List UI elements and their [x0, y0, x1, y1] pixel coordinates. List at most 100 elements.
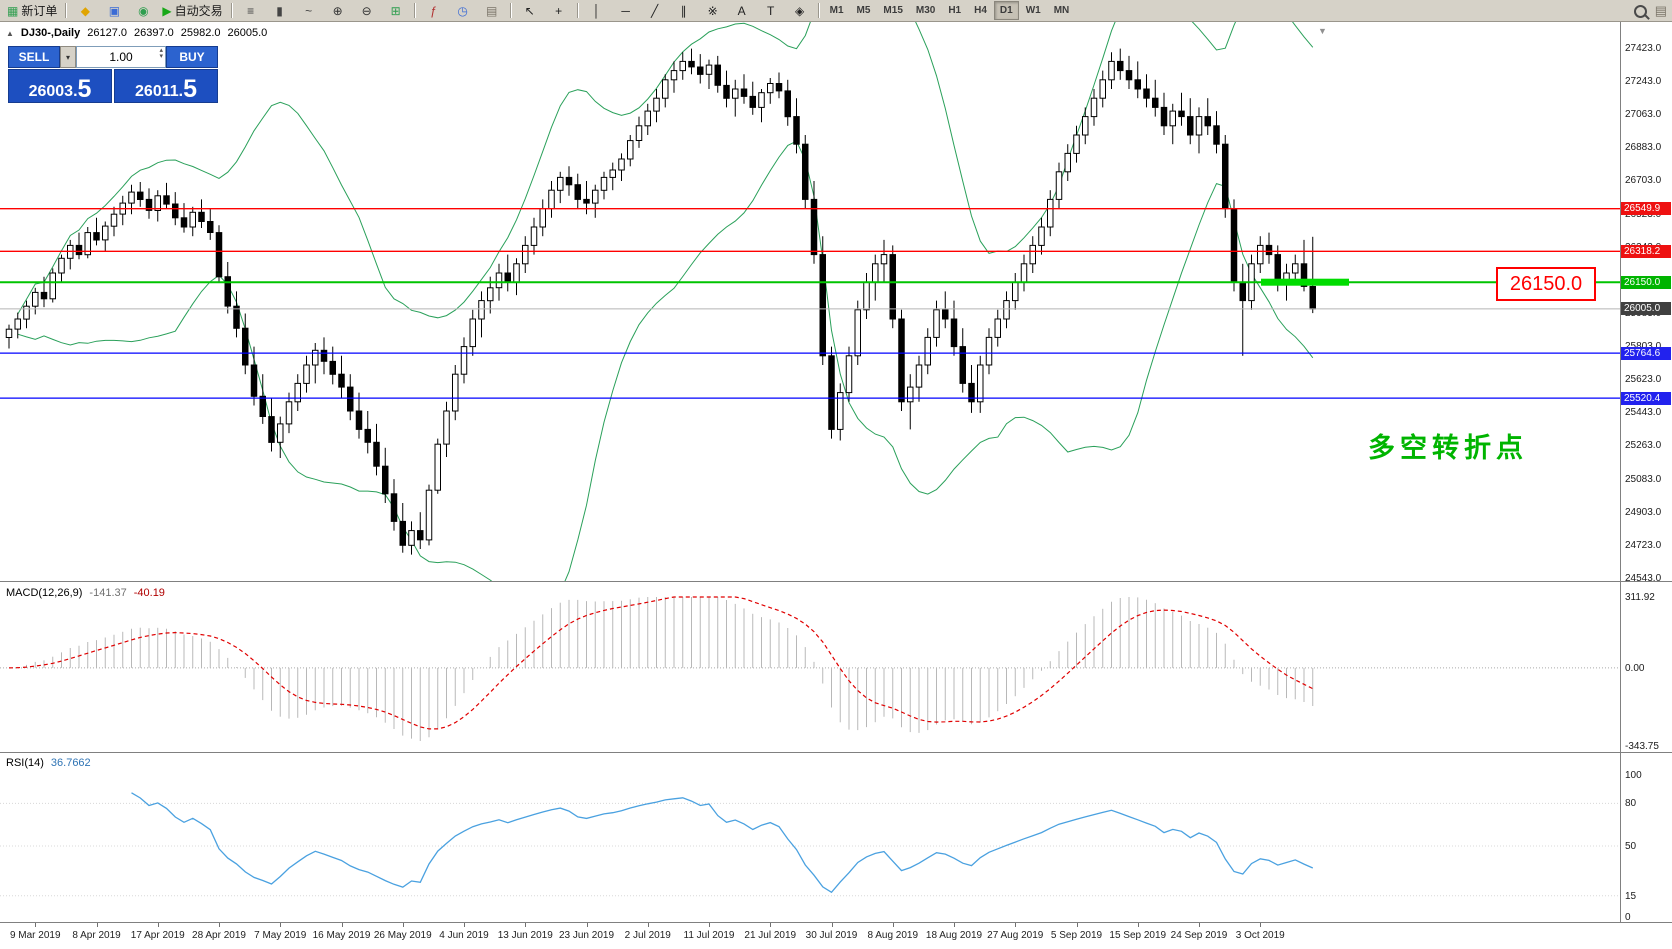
- templates-button[interactable]: ▤: [478, 1, 506, 21]
- spinner-up-icon[interactable]: ▴: [159, 47, 163, 54]
- candle: [1099, 79, 1106, 99]
- vertical-line-tool-button[interactable]: │: [583, 1, 611, 21]
- candle: [443, 410, 450, 445]
- price-tag-26549.9: 26549.9: [1621, 202, 1671, 215]
- candle: [767, 83, 774, 94]
- candle: [110, 213, 118, 227]
- candle: [40, 291, 48, 300]
- candle: [504, 272, 511, 283]
- date-label: 23 Jun 2019: [558, 930, 615, 941]
- candle: [145, 198, 153, 211]
- tile-windows-button[interactable]: ⊞: [382, 1, 410, 21]
- tf-h1-button[interactable]: H1: [948, 5, 962, 16]
- rsi-axis-tick: 80: [1625, 798, 1637, 809]
- candle: [1239, 281, 1246, 302]
- toolbar-separator: [65, 3, 68, 18]
- tf-mn-button[interactable]: MN: [1053, 5, 1070, 16]
- text-tool-button[interactable]: A: [728, 1, 756, 21]
- date-label: 17 Apr 2019: [130, 930, 185, 941]
- macd-label: MACD(12,26,9) -141.37 -40.19: [6, 587, 165, 599]
- fibonacci-tool-button[interactable]: ※: [699, 1, 727, 21]
- candle: [1038, 226, 1045, 246]
- autotrading-button[interactable]: ▶ 自动交易: [158, 1, 226, 21]
- market-watch-icon: ▣: [108, 3, 121, 18]
- price-big-digit: 5: [77, 74, 92, 103]
- navigator-button[interactable]: ◉: [129, 1, 157, 21]
- candle: [495, 272, 503, 289]
- chinese-annotation[interactable]: 多空转折点: [1368, 433, 1528, 463]
- tf-m1-button[interactable]: M1: [829, 5, 844, 16]
- search-icon[interactable]: [1633, 4, 1647, 18]
- tf-d1-button[interactable]: D1: [993, 1, 1019, 20]
- cursor-tool-button[interactable]: ↖: [516, 1, 544, 21]
- candle: [58, 257, 65, 274]
- candle: [880, 254, 888, 265]
- candle: [714, 64, 721, 86]
- crosshair-tool-button[interactable]: +: [545, 1, 573, 21]
- date-tick: [831, 923, 833, 927]
- candle: [679, 60, 686, 72]
- rsi-axis-tick: 100: [1625, 770, 1642, 781]
- help-docs-icon[interactable]: ▤: [1654, 3, 1667, 18]
- panel-separator: [0, 581, 1672, 582]
- candle: [1274, 254, 1281, 283]
- tf-m5-button[interactable]: M5: [856, 5, 871, 16]
- trade-options-dropdown[interactable]: ▾: [60, 46, 76, 68]
- buy-price[interactable]: 26011. 5: [114, 69, 218, 103]
- candle: [215, 232, 223, 278]
- rsi-value: 36.7662: [50, 757, 91, 769]
- candle: [618, 158, 625, 171]
- candle: [469, 318, 476, 348]
- templates-icon: ▤: [485, 3, 498, 18]
- buy-button[interactable]: BUY: [166, 46, 218, 68]
- channel-tool-button[interactable]: ∥: [670, 1, 698, 21]
- volume-spinner[interactable]: ▴ ▾: [159, 47, 163, 60]
- favorites-button[interactable]: ◆: [71, 1, 99, 21]
- highlight-segment[interactable]: [1261, 278, 1349, 286]
- candle: [390, 493, 398, 522]
- one-click-trading-panel: SELL ▾ 1.00 ▴ ▾ BUY 26003. 5 26011. 5: [8, 46, 218, 103]
- macd-panel[interactable]: [0, 581, 1620, 752]
- tf-m30-button[interactable]: M30: [915, 5, 936, 16]
- date-tick: [647, 923, 649, 927]
- zoom-out-button[interactable]: ⊖: [353, 1, 381, 21]
- periods-button[interactable]: ◷: [449, 1, 477, 21]
- indicators-list-icon: ƒ: [430, 3, 437, 18]
- date-tick: [464, 923, 465, 927]
- tf-h4-button[interactable]: H4: [974, 5, 987, 16]
- zoom-in-button[interactable]: ⊕: [324, 1, 352, 21]
- sell-price[interactable]: 26003. 5: [8, 69, 112, 103]
- candle: [775, 83, 783, 92]
- market-watch-button[interactable]: ▣: [100, 1, 128, 21]
- candle: [1257, 244, 1264, 265]
- tile-windows-icon: ⊞: [390, 3, 401, 18]
- candle: [985, 336, 993, 366]
- candlestick-mode-button[interactable]: ▮: [266, 1, 294, 21]
- level-lines[interactable]: [0, 208, 1620, 399]
- volume-input[interactable]: 1.00 ▴ ▾: [76, 46, 166, 68]
- shapes-tool-button[interactable]: ◈: [786, 1, 814, 21]
- macd-name: MACD(12,26,9): [6, 587, 83, 599]
- trendline-tool-button[interactable]: ╱: [641, 1, 669, 21]
- price-annotation-box[interactable]: 26150.0: [1496, 267, 1596, 301]
- sell-button[interactable]: SELL: [8, 46, 60, 68]
- label-tool-button[interactable]: T: [757, 1, 785, 21]
- text-tool-icon: A: [737, 3, 746, 18]
- macd-value-signal: -40.19: [133, 587, 165, 599]
- tf-w1-button[interactable]: W1: [1025, 5, 1041, 16]
- autotrading-icon: ▶: [162, 3, 172, 18]
- line-chart-mode-button[interactable]: ~: [295, 1, 323, 21]
- candle: [1204, 116, 1211, 127]
- candle: [688, 60, 695, 68]
- price-big-digit: 5: [183, 74, 197, 103]
- date-tick: [709, 923, 710, 927]
- new-order-button[interactable]: ▦ 新订单: [3, 1, 61, 21]
- macd-axis-tick: -343.75: [1625, 741, 1659, 752]
- bar-chart-mode-button[interactable]: ≡: [237, 1, 265, 21]
- spinner-down-icon[interactable]: ▾: [159, 53, 163, 60]
- main-chart[interactable]: ▼: [0, 22, 1620, 581]
- rsi-panel[interactable]: [0, 752, 1620, 922]
- horizontal-line-tool-button[interactable]: ─: [612, 1, 640, 21]
- indicators-list-button[interactable]: ƒ: [420, 1, 448, 21]
- tf-m15-button[interactable]: M15: [883, 5, 903, 16]
